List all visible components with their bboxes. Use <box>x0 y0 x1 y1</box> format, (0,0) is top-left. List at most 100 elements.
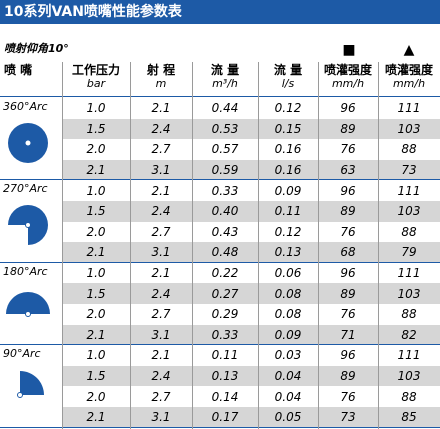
subtitle: 喷射仰角10° <box>4 42 69 55</box>
group-line <box>0 426 440 428</box>
row-bg <box>62 386 440 407</box>
cell: 2.7 <box>151 389 171 404</box>
row-bg <box>62 139 440 160</box>
cell: 76 <box>340 389 356 404</box>
col-line <box>378 62 379 429</box>
row-bg <box>62 345 440 366</box>
cell: 0.06 <box>274 266 302 281</box>
cell: 0.43 <box>211 224 239 239</box>
cell: 2.1 <box>86 327 106 342</box>
cell: 3.1 <box>151 245 171 260</box>
cell: 2.1 <box>151 183 171 198</box>
group-line <box>0 261 440 263</box>
cell: 0.40 <box>211 204 239 219</box>
cell: 68 <box>340 245 356 260</box>
cell: 2.1 <box>86 163 106 178</box>
cell: 2.4 <box>151 286 171 301</box>
group-label: 270°Arc <box>3 182 48 196</box>
cell: 2.4 <box>151 204 171 219</box>
cell: 3.1 <box>151 163 171 178</box>
group-label: 360°Arc <box>3 100 48 113</box>
cell: 1.0 <box>86 101 106 116</box>
cell: 1.5 <box>86 286 106 301</box>
cell: 79 <box>401 245 417 260</box>
row-bg <box>62 365 440 387</box>
cell: 0.27 <box>211 286 239 301</box>
marker: ■ <box>342 42 356 58</box>
column-header: 喷灌强度 mm/h <box>318 64 378 91</box>
cell: 96 <box>340 101 356 116</box>
cell: 88 <box>401 224 417 239</box>
cell: 89 <box>340 369 356 384</box>
cell: 0.04 <box>274 369 302 384</box>
cell: 0.16 <box>274 163 302 178</box>
cell: 0.04 <box>274 389 302 404</box>
cell: 85 <box>401 410 417 425</box>
column-header: 喷 嘴 <box>0 64 62 77</box>
column-header: 流 量 m³/h <box>192 64 258 91</box>
cell: 0.33 <box>211 327 239 342</box>
cell: 2.7 <box>151 224 171 239</box>
cell: 111 <box>397 101 421 116</box>
cell: 89 <box>340 204 356 219</box>
cell: 111 <box>397 183 421 198</box>
cell: 73 <box>340 410 356 425</box>
column-header: 工作压力 bar <box>62 64 130 91</box>
cell: 0.59 <box>211 163 239 178</box>
row-bg <box>62 201 440 222</box>
cell: 2.0 <box>86 142 106 157</box>
cell: 1.5 <box>86 369 106 384</box>
cell: 0.05 <box>274 410 302 425</box>
cell: 2.1 <box>151 101 171 116</box>
title: 10系列VAN喷嘴性能参数表 <box>0 0 440 24</box>
cell: 0.33 <box>211 183 239 198</box>
cell: 0.16 <box>274 142 302 157</box>
column-label: 喷灌强度 <box>384 63 433 77</box>
column-unit: m³/h <box>212 77 238 90</box>
cell: 88 <box>401 389 417 404</box>
cell: 1.0 <box>86 266 106 281</box>
cell: 88 <box>401 142 417 157</box>
cell: 73 <box>401 163 417 178</box>
col-line <box>192 62 193 429</box>
row-bg <box>62 324 440 346</box>
column-unit: mm/h <box>331 77 365 90</box>
row-bg <box>62 407 440 428</box>
group-label: 180°Arc <box>3 264 48 278</box>
cell: 2.7 <box>151 307 171 322</box>
col-line <box>62 62 63 429</box>
cell: 2.0 <box>86 224 106 239</box>
header-line <box>0 96 440 97</box>
row-bg <box>62 283 440 304</box>
cell: 0.08 <box>274 307 302 322</box>
cell: 0.53 <box>211 121 239 136</box>
cell: 2.4 <box>151 369 171 384</box>
row-bg <box>62 118 440 140</box>
column-header: 流 量 l/s <box>258 64 318 91</box>
cell: 103 <box>397 204 421 219</box>
cell: 103 <box>397 121 421 136</box>
column-unit: mm/h <box>392 77 426 90</box>
cell: 0.57 <box>211 142 239 157</box>
marker: ▲ <box>403 42 415 58</box>
col-line <box>318 62 319 429</box>
cell: 96 <box>340 266 356 281</box>
cell: 0.14 <box>211 389 239 404</box>
column-unit: l/s <box>281 77 295 90</box>
cell: 82 <box>401 327 417 342</box>
cell: 111 <box>397 348 421 363</box>
cell: 76 <box>340 307 356 322</box>
cell: 3.1 <box>151 410 171 425</box>
cell: 1.5 <box>86 204 106 219</box>
cell: 1.0 <box>86 183 106 198</box>
cell: 0.12 <box>274 101 302 116</box>
column-label: 射 程 <box>146 63 176 77</box>
column-header: 喷灌强度 mm/h <box>378 63 440 91</box>
cell: 63 <box>340 163 356 178</box>
cell: 0.11 <box>274 204 302 219</box>
cell: 0.48 <box>211 245 239 260</box>
cell: 2.0 <box>86 389 106 404</box>
cell: 0.08 <box>274 286 302 301</box>
